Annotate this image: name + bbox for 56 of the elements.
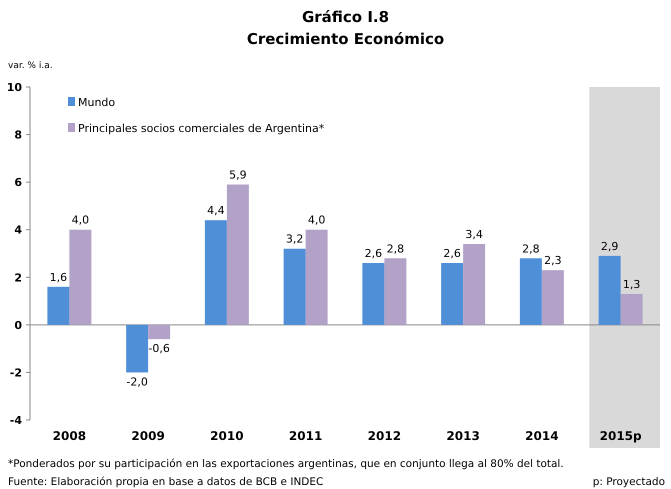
- data-label: 2,8: [522, 242, 540, 256]
- chart-subtitle: Crecimiento Económico: [246, 30, 444, 48]
- x-tick-label: 2014: [525, 429, 559, 443]
- data-label: 2,6: [443, 247, 461, 260]
- y-tick-label: 10: [6, 81, 22, 94]
- y-tick-label: -2: [10, 366, 22, 380]
- data-label: 1,6: [50, 270, 68, 284]
- x-tick-label: 2010: [210, 429, 244, 443]
- x-tick-label: 2012: [368, 429, 402, 443]
- bar: [542, 270, 564, 325]
- data-label: 3,2: [286, 232, 304, 246]
- bar: [598, 256, 621, 325]
- data-label: 4,4: [207, 204, 225, 218]
- y-tick-label: 4: [14, 224, 22, 237]
- bar: [441, 263, 464, 325]
- data-label: -2,0: [126, 375, 148, 388]
- y-axis-title: var. % i.a.: [8, 61, 53, 71]
- x-tick-label: 2013: [446, 429, 480, 443]
- data-label: 3,4: [465, 228, 483, 241]
- x-tick-label: 2008: [52, 429, 86, 443]
- bar: [69, 230, 92, 325]
- y-tick-label: 8: [14, 128, 22, 142]
- y-tick-label: 6: [14, 176, 22, 190]
- bar: [463, 244, 486, 325]
- y-tick-label: -4: [10, 414, 22, 427]
- bar: [362, 263, 384, 325]
- bar: [620, 294, 643, 325]
- data-label: 4,0: [72, 214, 90, 227]
- data-label: 2,3: [544, 254, 562, 268]
- data-label: -0,6: [148, 342, 170, 356]
- data-label: 4,0: [308, 214, 326, 227]
- x-tick-label: 2009: [131, 429, 165, 443]
- bar: [520, 258, 542, 325]
- bar: [126, 324, 148, 372]
- y-tick-label: 2: [14, 271, 22, 284]
- data-label: 2,8: [386, 242, 404, 256]
- text: *Ponderados por su participación en las exportaciones argentinas, que en conjunto llega al 80% del total.: [8, 458, 564, 470]
- x-tick-label: 2011: [288, 429, 322, 443]
- text: p: Proyectado: [592, 476, 665, 488]
- x-tick-label: 2015p: [600, 429, 642, 443]
- bar: [148, 324, 170, 340]
- bar: [47, 286, 70, 325]
- data-label: 2,6: [364, 247, 382, 260]
- bar: [204, 220, 227, 325]
- source-note: Fuente: Elaboración propia en base a datos de BCB e INDEC: [8, 476, 324, 488]
- data-label: 5,9: [229, 168, 247, 182]
- chart-title: Gráfico I.8: [302, 8, 390, 26]
- legend-label: Mundo: [78, 96, 116, 109]
- bar: [226, 184, 249, 325]
- data-label: 2,9: [600, 240, 618, 253]
- legend-label: Principales socios comerciales de Argentina*: [78, 122, 325, 135]
- bar: [306, 230, 328, 325]
- y-tick-label: 0: [14, 318, 22, 332]
- bar: [284, 248, 306, 325]
- data-label: 1,3: [622, 278, 640, 291]
- bar: [384, 258, 406, 325]
